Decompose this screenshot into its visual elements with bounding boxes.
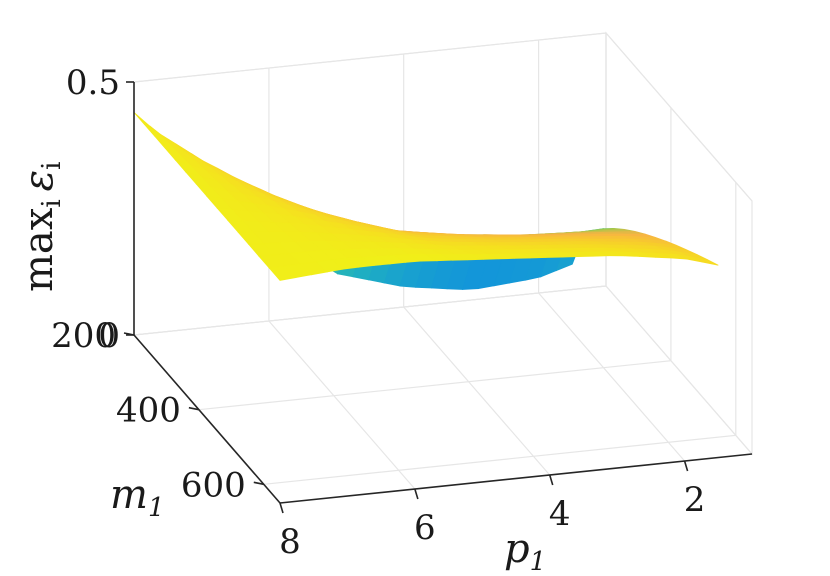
- y-tick-label: 400: [116, 391, 181, 431]
- z-tick-label: 0: [98, 316, 120, 356]
- axes: [133, 82, 753, 504]
- x-tick-mark: [279, 502, 284, 514]
- y-tick-mark: [253, 481, 264, 486]
- x-tick-mark: [683, 460, 689, 472]
- x-tick-label: 8: [279, 522, 301, 562]
- grid-line-p: [133, 82, 281, 504]
- x-tick-mark: [548, 474, 554, 486]
- x-tick-label: 4: [549, 494, 571, 534]
- x-tick-label: 2: [684, 480, 706, 520]
- surface: [133, 112, 719, 290]
- grid-line-z: [133, 285, 753, 455]
- y-axis-line: [133, 334, 281, 504]
- grid-line-z: [133, 32, 753, 202]
- z-axis-label: maxiεi: [16, 162, 67, 292]
- x-axis-label: p1: [504, 526, 546, 576]
- y-tick-label: 200: [51, 316, 116, 356]
- surface-patch: [144, 124, 171, 145]
- x-tick-label: 6: [414, 508, 436, 548]
- y-axis-label: m1: [110, 472, 164, 523]
- y-tick-mark: [188, 406, 200, 411]
- y-tick-label: 600: [181, 465, 246, 505]
- surface-patch: [692, 256, 719, 266]
- x-tick-mark: [414, 488, 419, 500]
- x-axis-line: [279, 453, 753, 504]
- z-tick-label: 0.5: [66, 63, 120, 103]
